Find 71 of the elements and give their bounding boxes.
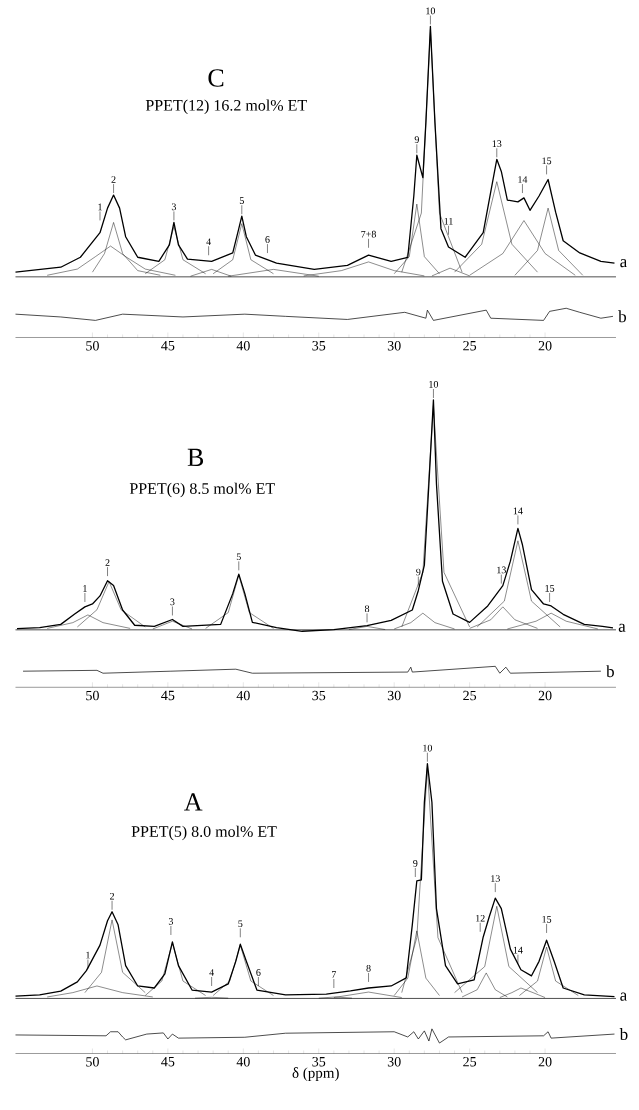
annotation: 14 xyxy=(518,176,528,183)
annotation: 15 xyxy=(545,585,555,592)
annotation: 5 xyxy=(236,553,241,561)
annotation: 2 xyxy=(109,892,115,900)
text: PPET(5) 8.0 mol% ET xyxy=(131,825,277,841)
annotation: 7 xyxy=(332,971,337,978)
x-tick-label: 35 xyxy=(312,341,326,351)
text: PPET(6) 8.5 mol% ET xyxy=(129,482,275,498)
annotation: 8 xyxy=(364,605,370,613)
text: PPET(12) 16.2 mol% ET xyxy=(145,99,307,114)
series-label: b xyxy=(618,310,627,323)
annotation: 10 xyxy=(423,744,433,752)
x-tick-label: 20 xyxy=(538,341,552,351)
annotation: 15 xyxy=(542,157,552,165)
x-tick-label: 45 xyxy=(161,1057,175,1067)
annotation: 15 xyxy=(542,916,552,923)
annotation: 3 xyxy=(170,598,175,606)
annotation: 2 xyxy=(111,176,116,183)
annotation: 8 xyxy=(366,964,371,972)
annotation: 4 xyxy=(206,238,211,246)
annotation: 13 xyxy=(492,140,502,148)
annotation: 9 xyxy=(413,860,418,867)
annotation: 13 xyxy=(491,875,500,882)
annotation: 1 xyxy=(83,585,87,592)
annotation: 4 xyxy=(209,969,214,976)
annotation: 5 xyxy=(239,197,244,204)
x-tick-label: 50 xyxy=(86,690,99,701)
annotation: 10 xyxy=(426,7,436,15)
x-tick-label: 25 xyxy=(463,1057,477,1067)
x-axis-title: δ (ppm) xyxy=(292,1067,339,1082)
annotation: 14 xyxy=(513,507,523,515)
annotation: 14 xyxy=(513,946,523,954)
series-label: b xyxy=(606,665,614,678)
annotation: 1 xyxy=(98,203,102,211)
x-tick-label: 25 xyxy=(463,690,477,701)
text: C xyxy=(208,69,224,87)
annotation: 10 xyxy=(429,380,439,388)
annotation: 9 xyxy=(414,136,419,143)
annotation: 3 xyxy=(168,918,174,925)
x-tick-label: 25 xyxy=(463,341,477,351)
text: B xyxy=(187,448,204,466)
annotation: 6 xyxy=(265,236,270,243)
annotation: 13 xyxy=(497,566,506,574)
series-label: a xyxy=(618,623,626,632)
x-tick-label: 45 xyxy=(161,341,175,351)
x-tick-label: 35 xyxy=(312,690,326,701)
x-tick-label: 30 xyxy=(387,1057,401,1067)
x-tick-label: 45 xyxy=(161,690,175,701)
annotation: 6 xyxy=(256,969,261,976)
text: A xyxy=(184,793,203,811)
annotation: 11 xyxy=(444,217,453,225)
x-tick-label: 30 xyxy=(387,690,401,701)
annotation: 1 xyxy=(86,951,90,959)
annotation: 12 xyxy=(476,914,485,922)
series-label: a xyxy=(620,259,627,268)
x-tick-label: 40 xyxy=(236,690,250,701)
x-tick-label: 50 xyxy=(86,341,99,351)
annotation: 3 xyxy=(171,203,177,211)
annotation: 5 xyxy=(238,920,243,928)
annotation: 7+8 xyxy=(361,230,376,238)
series-label: a xyxy=(620,992,627,1001)
x-tick-label: 20 xyxy=(538,690,552,701)
x-tick-label: 20 xyxy=(538,1057,552,1067)
x-tick-label: 30 xyxy=(387,341,401,351)
annotation: 2 xyxy=(105,559,110,566)
x-tick-label: 40 xyxy=(236,341,250,351)
x-tick-label: 35 xyxy=(312,1057,326,1067)
x-tick-label: 40 xyxy=(236,1057,250,1067)
annotation: 9 xyxy=(416,568,421,576)
x-tick-label: 50 xyxy=(86,1057,99,1067)
series-label: b xyxy=(619,1028,628,1041)
